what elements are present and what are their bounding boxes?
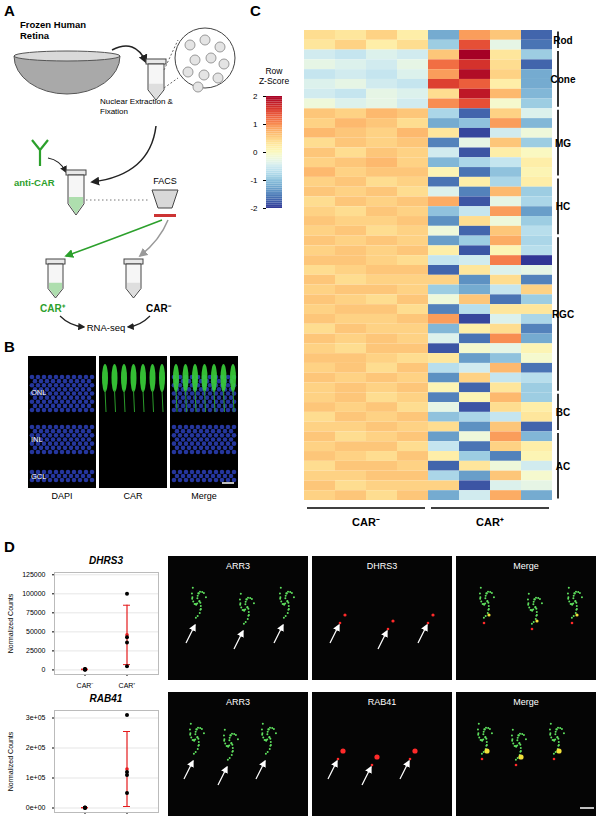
svg-text:2: 2 [253, 92, 258, 101]
svg-text:RAB41: RAB41 [90, 693, 123, 704]
svg-text:Merge: Merge [513, 697, 539, 707]
svg-text:MG: MG [555, 138, 571, 149]
svg-text:DAPI: DAPI [51, 491, 72, 501]
svg-text:CAR⁺: CAR⁺ [40, 303, 66, 314]
svg-text:Nuclear Extraction &: Nuclear Extraction & [100, 97, 174, 106]
svg-text:25000: 25000 [26, 647, 46, 654]
svg-text:CAR: CAR [123, 491, 143, 501]
svg-text:ARR3: ARR3 [226, 697, 250, 707]
svg-text:-1: -1 [250, 176, 258, 185]
svg-text:125000: 125000 [22, 571, 45, 578]
svg-text:0: 0 [253, 148, 258, 157]
svg-text:RNA-seq: RNA-seq [87, 322, 126, 333]
svg-text:BC: BC [556, 407, 570, 418]
svg-text:ONL: ONL [31, 388, 46, 397]
svg-text:GCL: GCL [31, 472, 46, 481]
svg-text:AC: AC [556, 461, 570, 472]
svg-text:Merge: Merge [513, 561, 539, 571]
svg-text:Row: Row [265, 66, 283, 76]
svg-text:Frozen Human: Frozen Human [20, 19, 86, 30]
svg-text:B: B [4, 338, 15, 355]
svg-text:CAR⁻: CAR⁻ [146, 303, 172, 314]
svg-text:75000: 75000 [26, 609, 46, 616]
svg-text:Normalized Counts: Normalized Counts [7, 731, 14, 791]
svg-text:anti-CAR: anti-CAR [14, 177, 55, 188]
svg-text:A: A [4, 2, 15, 19]
svg-text:CAR⁺: CAR⁺ [476, 516, 504, 528]
svg-text:D: D [4, 538, 15, 555]
svg-text:-2: -2 [250, 204, 258, 213]
svg-text:Normalized Counts: Normalized Counts [7, 593, 14, 653]
svg-text:ARR3: ARR3 [226, 561, 250, 571]
svg-text:Merge: Merge [191, 491, 217, 501]
svg-text:HC: HC [556, 201, 570, 212]
svg-text:RAB41: RAB41 [368, 697, 397, 707]
svg-text:CAR⁻: CAR⁻ [352, 516, 380, 528]
svg-text:1e+05: 1e+05 [26, 774, 46, 781]
svg-text:Retina: Retina [20, 30, 50, 41]
svg-text:1: 1 [253, 120, 258, 129]
svg-text:Cone: Cone [551, 74, 576, 85]
svg-text:50000: 50000 [26, 628, 46, 635]
svg-text:CAR⁺: CAR⁺ [119, 682, 137, 689]
svg-text:Rod: Rod [553, 35, 572, 46]
svg-text:Z-Score: Z-Score [259, 76, 290, 86]
svg-text:CAR⁻: CAR⁻ [77, 682, 95, 689]
svg-text:C: C [250, 2, 261, 19]
svg-text:INL: INL [31, 435, 43, 444]
svg-text:2e+05: 2e+05 [26, 744, 46, 751]
svg-text:3e+05: 3e+05 [26, 714, 46, 721]
svg-text:100000: 100000 [22, 590, 45, 597]
svg-text:DHRS3: DHRS3 [367, 561, 398, 571]
svg-text:Fixation: Fixation [100, 107, 128, 116]
svg-text:0: 0 [42, 666, 46, 673]
svg-text:RGC: RGC [552, 309, 574, 320]
svg-text:DHRS3: DHRS3 [89, 555, 123, 566]
svg-text:FACS: FACS [153, 176, 177, 186]
svg-text:0e+00: 0e+00 [26, 804, 46, 811]
